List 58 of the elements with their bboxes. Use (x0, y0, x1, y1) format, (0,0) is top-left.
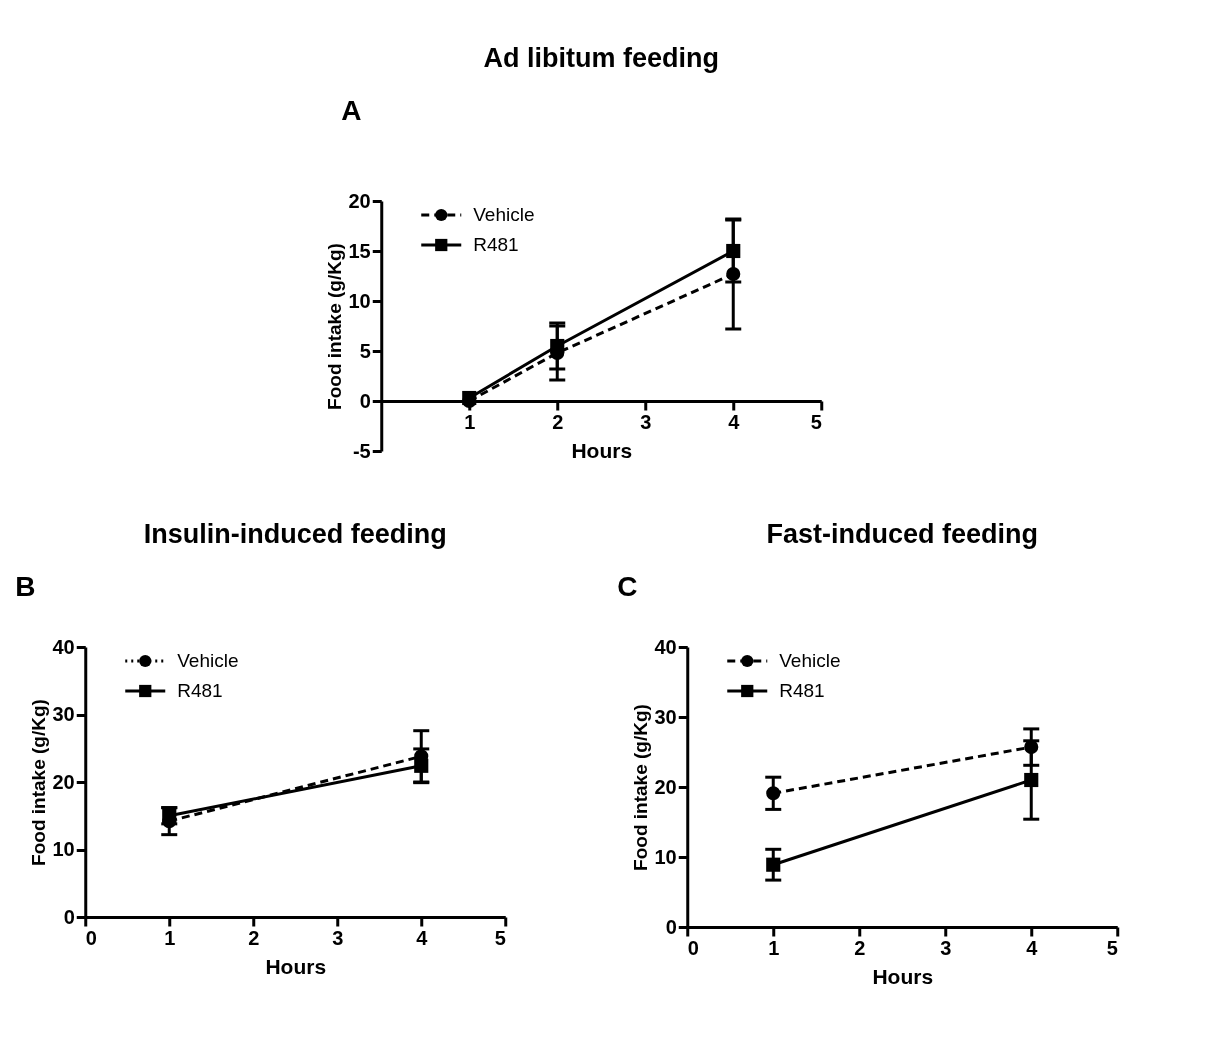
y-tick-label: 0 (359, 389, 371, 412)
text: B (15, 571, 36, 602)
y-axis-title: Food intake (g/Kg) (629, 704, 651, 871)
point (414, 758, 429, 773)
y-tick-label: 30 (654, 705, 677, 728)
legend-label: Vehicle (779, 650, 841, 671)
y-tick-label: 20 (654, 775, 677, 798)
y-axis-title: Food intake (g/Kg) (323, 243, 345, 410)
x-tick-label: 4 (1026, 936, 1039, 959)
y-tick-label: 30 (52, 703, 75, 725)
point (726, 243, 741, 259)
y-tick-label: 10 (348, 289, 371, 312)
y-axis-title: Food intake (g/Kg) (27, 699, 49, 866)
x-tick-label: 3 (332, 926, 344, 949)
x-tick-label: 5 (1106, 936, 1118, 959)
x-tick-label: 1 (464, 410, 476, 433)
x-tick-label: 2 (552, 410, 564, 433)
legend-label: R481 (779, 680, 825, 701)
x-tick-label: 1 (768, 936, 780, 959)
text: A (341, 95, 362, 126)
point (726, 266, 741, 282)
x-tick-label: 2 (248, 926, 260, 949)
legend-label: R481 (177, 680, 223, 701)
x-axis-title: Hours (265, 954, 327, 978)
x-tick-label: 0 (687, 936, 699, 959)
legend-label: R481 (473, 234, 519, 255)
point (766, 786, 781, 801)
x-axis-title: Hours (872, 964, 934, 988)
legend-label: Vehicle (473, 204, 535, 225)
x-tick-label: 1 (164, 926, 176, 949)
x-tick-label: 4 (416, 926, 429, 949)
y-tick-label: 20 (52, 770, 75, 793)
point (550, 338, 565, 354)
chart-title: Insulin-induced feeding (143, 519, 447, 549)
y-tick-label: -5 (352, 439, 371, 462)
point (766, 857, 781, 872)
x-tick-label: 5 (494, 926, 506, 949)
y-tick-label: 40 (52, 635, 75, 658)
y-tick-label: 5 (359, 339, 371, 362)
point (1024, 740, 1039, 755)
y-tick-label: 10 (654, 845, 677, 868)
x-tick-label: 3 (940, 936, 952, 959)
y-tick-label: 20 (348, 189, 371, 212)
y-tick-label: 40 (654, 635, 677, 658)
y-tick-label: 10 (52, 838, 75, 860)
x-tick-label: 3 (640, 410, 652, 433)
x-axis-title: Hours (571, 438, 633, 462)
chart-title: Fast-induced feeding (766, 519, 1039, 549)
y-tick-label: 15 (348, 239, 371, 262)
x-tick-label: 4 (728, 410, 741, 433)
x-tick-label: 2 (854, 936, 866, 959)
legend-label: Vehicle (177, 650, 239, 671)
text: C (617, 571, 638, 602)
point (1024, 772, 1039, 788)
chart-title: Ad libitum feeding (483, 43, 719, 73)
x-tick-label: 0 (85, 926, 97, 949)
x-tick-label: 5 (810, 410, 822, 433)
y-tick-label: 0 (63, 905, 75, 928)
